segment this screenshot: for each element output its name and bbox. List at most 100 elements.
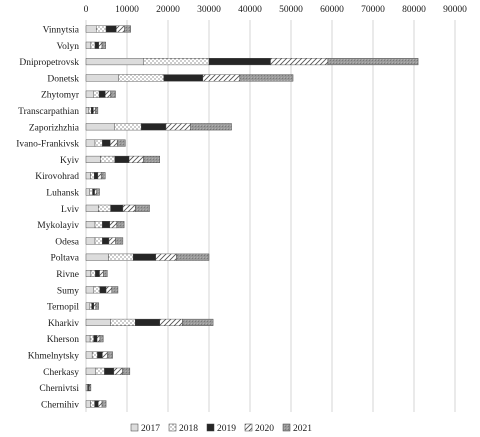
bar-segment-2020	[159, 318, 183, 326]
category-label: Ivano-Frankivsk	[16, 140, 79, 150]
bar-segment-2017	[85, 58, 144, 66]
x-tick-label: 0	[84, 5, 89, 15]
bar-segment-2018	[88, 106, 92, 114]
bar-segment-2021	[175, 253, 210, 261]
category-label: Transcarpathian	[18, 107, 79, 117]
bar-segment-2021	[96, 188, 100, 196]
bar-segment-2020	[102, 351, 108, 359]
bar-segment-2020	[99, 270, 104, 278]
bar-segment-2017	[85, 204, 99, 212]
category-label: Kharkiv	[48, 319, 79, 329]
category-label: Zhytomyr	[41, 91, 80, 101]
bar-segment-2019	[141, 123, 167, 131]
bar-segment-2021	[143, 155, 160, 163]
bar-segment-2019	[102, 139, 111, 147]
bar-segment-2019	[92, 188, 95, 196]
bar-segment-2017	[85, 106, 90, 114]
bar-segment-2019	[208, 58, 271, 66]
bar-segment-2020	[97, 172, 102, 180]
category-label: Ternopil	[47, 303, 79, 313]
bar-segment-2021	[110, 90, 116, 98]
bar-segment-2018	[94, 237, 103, 245]
category-label: Chernihiv	[41, 400, 79, 410]
bar-segment-2018	[93, 286, 101, 294]
bar-segment-2021	[124, 25, 131, 33]
bar-segment-2017	[85, 188, 90, 196]
bar-segment-2021	[190, 123, 232, 131]
bar-segment-2017	[85, 286, 94, 294]
bar-segment-2017	[85, 335, 91, 343]
bar-segment-2017	[85, 41, 92, 49]
legend-swatch-2021	[282, 423, 291, 432]
legend-swatch-2018	[168, 423, 177, 432]
legend-label: 2020	[255, 424, 274, 434]
bar-segment-2020	[109, 139, 118, 147]
bar-segment-2018	[90, 41, 96, 49]
bar-segment-2018	[89, 188, 93, 196]
category-label: Volyn	[56, 42, 79, 52]
bar-segment-2019	[102, 237, 110, 245]
bar-segment-2019	[95, 270, 100, 278]
bar-segment-2019	[163, 74, 204, 82]
bar-segment-2021	[99, 335, 104, 343]
bar-segment-2021	[100, 172, 106, 180]
bar-segment-2021	[101, 400, 107, 408]
x-tick-label: 90000	[443, 5, 467, 15]
bar-segment-2020	[108, 237, 116, 245]
bar-segment-2019	[102, 221, 110, 229]
bar-segment-2018	[114, 123, 142, 131]
category-label: Vinnytsia	[43, 26, 80, 36]
bar-segment-2020	[93, 302, 97, 310]
bar-segment-2018	[93, 90, 100, 98]
bar-segment-2020	[155, 253, 177, 261]
bar-segment-2017	[85, 25, 97, 33]
bar-segment-2021	[95, 302, 99, 310]
bar-segment-2021	[239, 74, 294, 82]
bar-segment-2021	[95, 106, 99, 114]
bar-segment-2018	[108, 253, 134, 261]
bar-segment-2021	[89, 384, 92, 392]
bar-segment-2017	[85, 351, 93, 359]
bar-segment-2020	[113, 367, 123, 375]
bar-segment-2020	[93, 106, 96, 114]
bar-segment-2019	[114, 155, 130, 163]
bar-segment-2021	[103, 270, 108, 278]
bar-segment-2020	[105, 90, 111, 98]
bar-segment-2018	[94, 221, 103, 229]
bar-segment-2020	[128, 155, 144, 163]
bar-segment-2017	[85, 221, 96, 229]
bar-segment-2018	[94, 139, 103, 147]
bar-segment-2020	[96, 335, 101, 343]
bar-segment-2017	[85, 237, 96, 245]
bar-segment-2020	[98, 400, 103, 408]
bar-segment-2019	[94, 400, 99, 408]
bar-segment-2021	[107, 351, 113, 359]
bar-segment-2020	[202, 74, 240, 82]
x-tick-label: 10000	[115, 5, 139, 15]
legend-label: 2019	[217, 424, 236, 434]
bar-segment-2017	[85, 155, 101, 163]
bar-segment-2021	[122, 367, 131, 375]
bar-segment-2020	[165, 123, 191, 131]
category-label: Kherson	[47, 335, 79, 345]
bar-segment-2018	[91, 351, 98, 359]
bar-segment-2021	[182, 318, 214, 326]
bar-segment-2020	[94, 188, 97, 196]
category-label: Odesa	[55, 237, 80, 247]
bar-segment-2020	[98, 41, 103, 49]
bar-segment-2018	[98, 204, 111, 212]
bar-segment-2020	[270, 58, 329, 66]
bar-segment-2017	[85, 318, 111, 326]
category-label: Mykolayiv	[37, 221, 79, 231]
bar-segment-2017	[85, 302, 90, 310]
bar-segment-2017	[85, 74, 119, 82]
category-label: Poltava	[51, 254, 80, 264]
x-tick-label: 20000	[156, 5, 180, 15]
category-label: Zaporizhzhia	[29, 123, 80, 133]
category-label: Sumy	[57, 286, 79, 296]
legend-swatch-2019	[206, 423, 215, 432]
bar-segment-2019	[134, 318, 160, 326]
category-label: Luhansk	[46, 189, 79, 199]
